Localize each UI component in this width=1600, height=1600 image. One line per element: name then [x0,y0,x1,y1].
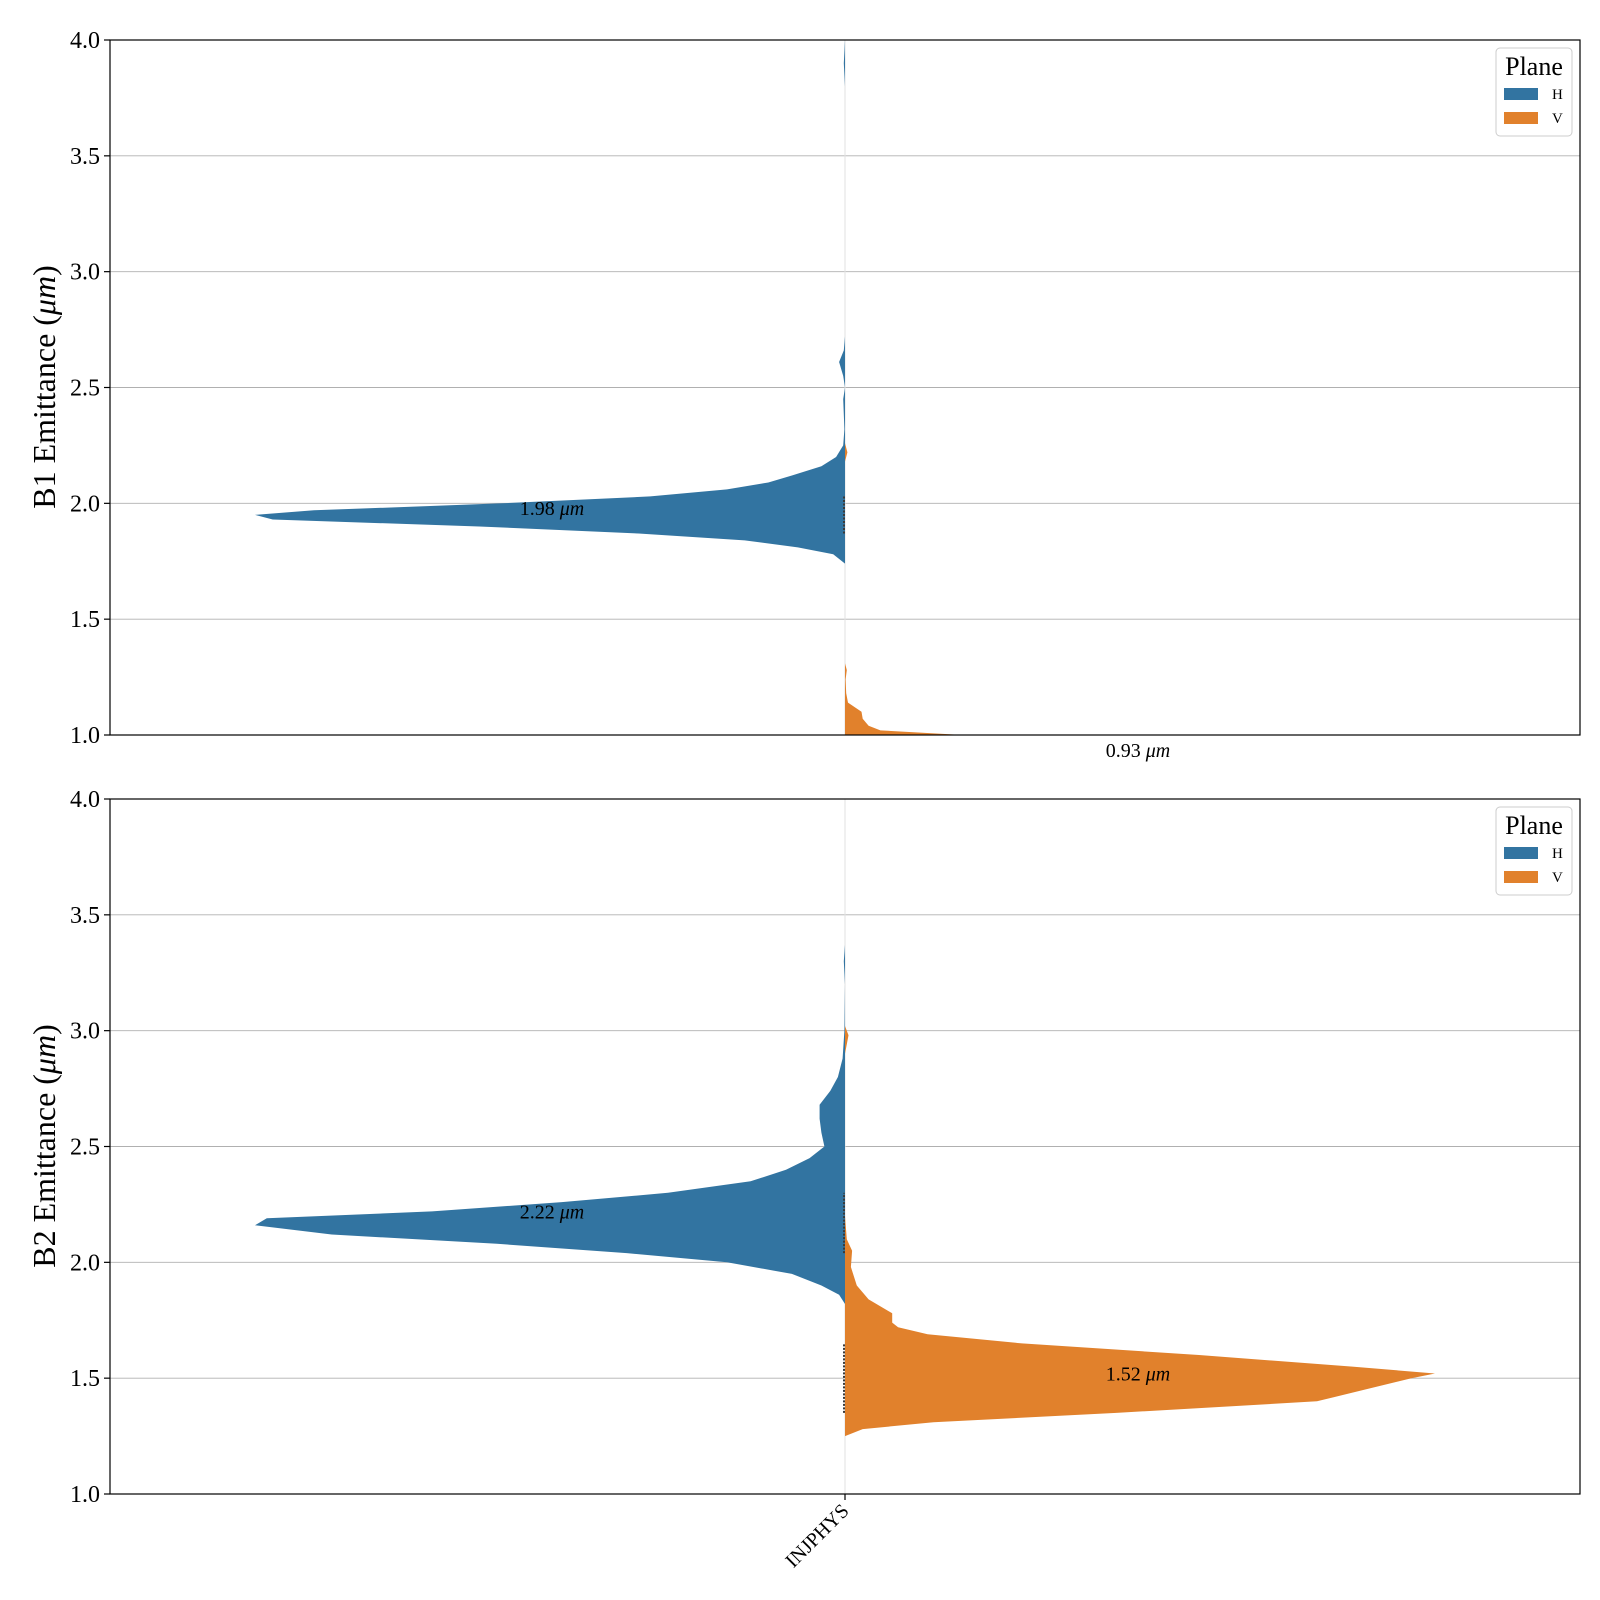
y-axis-label-suffix: ) [26,1024,62,1035]
y-tick-label: 1.5 [70,1366,100,1392]
legend-swatch-v [1504,871,1538,883]
median-unit: μm [1145,740,1170,762]
y-tick-label: 3.0 [70,1019,100,1045]
y-tick-label: 2.5 [70,1135,100,1161]
legend: Plane H V [1495,806,1573,896]
y-tick-label: 4.0 [70,787,100,813]
median-label-h: 2.22 μm [520,1201,584,1223]
y-axis-label: B2 Emittance (μm) [26,1024,62,1268]
legend-label-h: H [1552,87,1563,103]
median-value: 1.98 [520,498,560,520]
median-unit: μm [559,1201,584,1223]
y-tick-label: 2.5 [70,376,100,402]
violins [255,944,1435,1437]
y-axis-label-suffix: ) [26,265,62,276]
panel-b1: 1.01.52.02.53.03.54.0 1.98 μm0.93 μm B1 … [26,28,1581,762]
legend: Plane H V [1495,47,1573,137]
y-tick-label: 3.5 [70,903,100,929]
y-tick-label: 4.0 [70,28,100,54]
median-value: 2.22 [520,1201,560,1223]
y-axis-label: B1 Emittance (μm) [26,265,62,509]
legend-label-h: H [1552,846,1563,862]
violin-half-v [845,1026,1435,1437]
y-axis-label-unit: μm [26,1035,62,1075]
median-value: 0.93 [1106,740,1146,762]
y-tick-label: 2.0 [70,491,100,517]
median-unit: μm [1145,1364,1170,1386]
median-unit: μm [559,498,584,520]
median-labels: 1.98 μm0.93 μm [520,498,1170,762]
y-tick-label: 3.5 [70,144,100,170]
legend-title: Plane [1505,811,1563,840]
legend-title: Plane [1505,52,1563,81]
legend-label-v: V [1552,111,1563,127]
y-tick-label: 1.0 [70,1482,100,1508]
y-axis-ticks: 1.0 1.5 2.0 2.5 3.0 3.5 4.0 [70,787,110,1508]
y-tick-label: 3.0 [70,260,100,286]
y-axis-label-unit: μm [26,276,62,316]
violin-half-h [255,944,845,1305]
median-labels: 2.22 μm1.52 μm [520,1201,1170,1385]
median-value: 1.52 [1106,1364,1146,1386]
y-axis-label-prefix: B1 Emittance ( [26,315,62,509]
median-label-v: 0.93 μm [1106,740,1170,762]
legend-swatch-h [1504,847,1538,859]
legend-label-v: V [1552,870,1563,886]
violins [255,40,963,735]
y-tick-label: 1.0 [70,723,100,749]
y-axis-label-prefix: B2 Emittance ( [26,1074,62,1268]
y-axis-ticks: 1.0 1.5 2.0 2.5 3.0 3.5 4.0 [70,28,110,749]
legend-swatch-v [1504,112,1538,124]
median-label-v: 1.52 μm [1106,1364,1170,1386]
legend-swatch-h [1504,88,1538,100]
y-tick-label: 1.5 [70,607,100,633]
plot-frame [109,39,1581,736]
y-tick-label: 2.0 [70,1250,100,1276]
median-label-h: 1.98 μm [520,498,584,520]
violin-half-h [255,40,845,564]
